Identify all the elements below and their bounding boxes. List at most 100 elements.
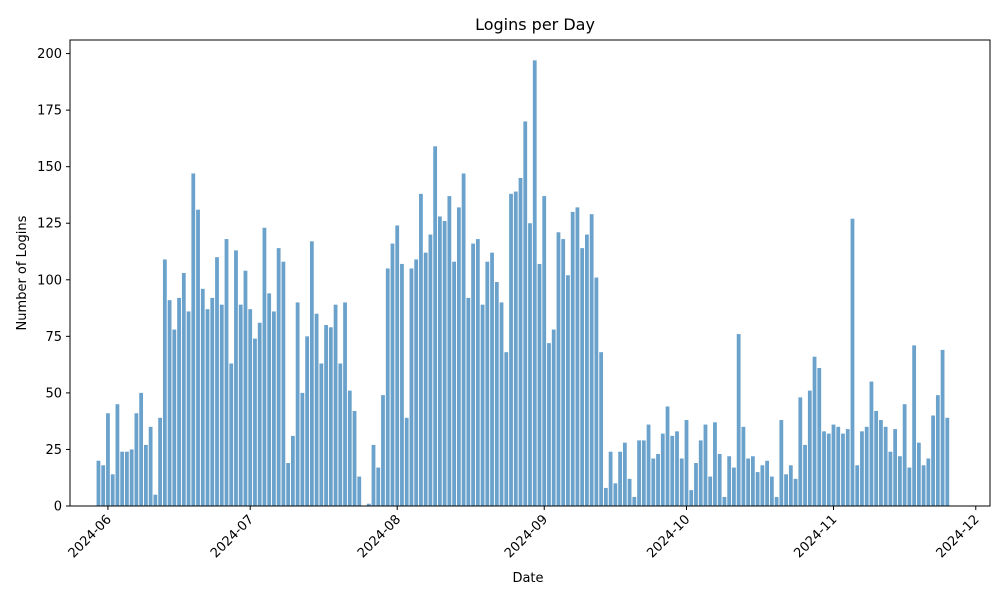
bar [106,413,110,506]
bar [513,191,518,506]
bar [300,392,305,506]
bar [893,429,898,506]
bar [357,476,362,506]
bar [841,433,845,506]
bar [423,252,428,506]
x-tick-label: 2024-07 [208,512,257,561]
bar [708,476,713,506]
bar [732,467,736,506]
bar [561,239,566,506]
bar [438,216,442,506]
chart-title: Logins per Day [475,15,595,34]
bar [167,300,172,506]
bar [253,338,257,506]
bar [542,196,547,506]
x-tick-label: 2024-06 [66,512,115,561]
y-tick-label: 25 [45,443,62,458]
bar [404,417,409,506]
bar [717,453,722,506]
bar [148,426,153,506]
bar [916,442,921,506]
bar [215,257,219,506]
bar [912,345,917,506]
bar [580,248,585,506]
bar [177,297,181,506]
bar [125,451,129,506]
bar [898,456,902,506]
bar [603,487,608,506]
bar [817,368,822,506]
bar [646,424,651,506]
bar [570,211,575,507]
bar [523,121,528,506]
bar [665,406,670,506]
bar [940,349,945,506]
bar [831,424,836,506]
bar [205,309,210,506]
bar [395,225,400,506]
bar [115,404,120,506]
bar [679,458,684,506]
bar [585,234,589,507]
bar [594,277,599,506]
bar [537,263,542,506]
bar [883,426,888,506]
bar [684,420,689,506]
bar [475,239,480,506]
bar [504,352,509,506]
bar [110,474,115,506]
bar [290,435,295,506]
y-tick-label: 125 [37,217,62,232]
bar [599,352,604,506]
bar [807,390,812,506]
bar [637,440,641,506]
bar [788,465,793,506]
bar [660,433,665,506]
bar [713,422,717,506]
bar [736,334,741,506]
bar [234,250,238,506]
bar [499,302,504,506]
bar [480,304,485,506]
y-tick-label: 150 [37,160,62,175]
bar [888,451,893,506]
bar [921,465,926,506]
bar [845,429,850,506]
bar [343,302,347,506]
bar [779,420,784,506]
bar [272,311,276,506]
bar [238,304,243,506]
bar [224,239,229,506]
bar [129,449,134,506]
bars-group [96,60,950,507]
y-tick-label: 100 [37,273,62,288]
bar [746,458,751,506]
bar [869,381,874,506]
bar [651,458,656,506]
bar [670,435,675,506]
y-tick-label: 50 [45,386,62,401]
bar [153,494,158,506]
bar [608,451,613,506]
bar [461,173,466,506]
bar [471,243,475,506]
bar [243,270,248,506]
bar [722,496,727,506]
x-tick-label: 2024-09 [502,512,551,561]
bar [826,433,831,506]
bar [371,444,376,506]
bar [812,356,817,506]
bar [556,232,561,506]
bar [385,268,390,506]
bar [879,420,883,506]
bar [186,311,191,506]
bar [229,363,234,506]
y-axis-ticks: 0 25 50 75 100 125 150 175 200 [37,47,70,515]
bar [295,302,300,506]
x-tick-label: 2024-12 [934,512,983,561]
bar [158,417,162,506]
x-axis-label: Date [512,571,543,586]
bar [803,444,807,506]
bar [874,410,879,506]
